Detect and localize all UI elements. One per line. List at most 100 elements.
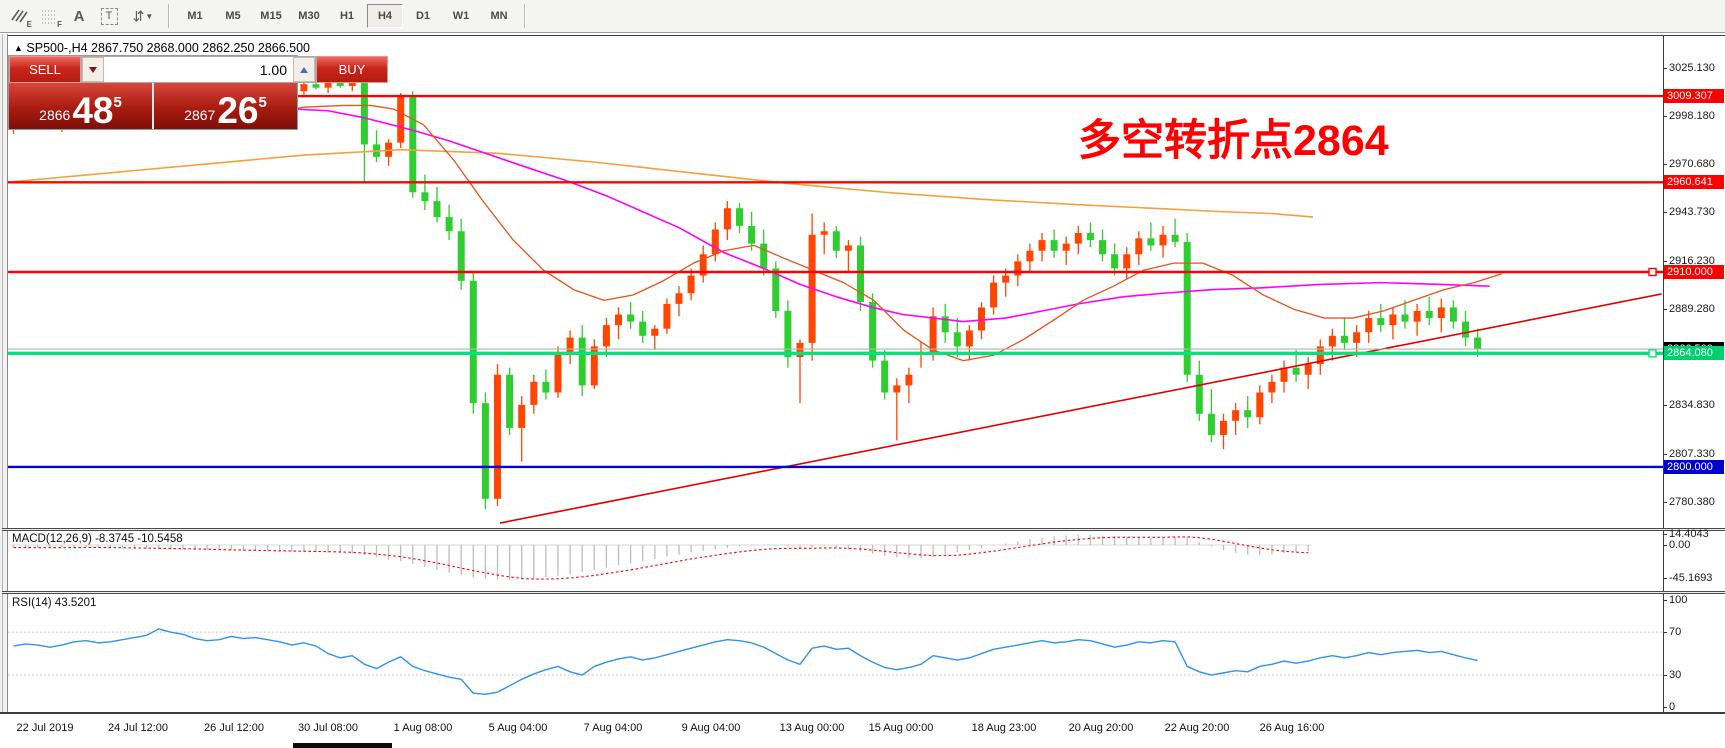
volume-stepper [81,56,316,83]
time-axis-label: 18 Aug 23:00 [971,722,1037,734]
time-axis-label: 22 Aug 20:00 [1164,722,1230,734]
timeframe-m1-button[interactable]: M1 [187,10,203,22]
text-label-icon[interactable]: A [64,3,94,29]
tool-sub-label: E [26,20,32,29]
sell-price-prefix: 2866 [39,107,71,123]
price-axis-tick: 2889.280 [1669,302,1715,315]
price-level-label: 2910.000 [1664,264,1724,279]
buy-quote[interactable]: 2867 26 5 [154,83,297,129]
toolbar-separator [168,4,170,28]
chevron-down-icon: ▼ [145,11,154,21]
price-axis-tick-mark [1663,501,1667,503]
time-axis-label: 30 Jul 08:00 [298,722,358,734]
sell-quote[interactable]: 2866 48 5 [9,83,154,129]
price-axis-tick-mark [1663,164,1667,166]
time-axis-label: 7 Aug 04:00 [583,722,643,734]
letter-a-icon: A [73,7,85,25]
price-axis-tick: 2970.680 [1669,158,1715,171]
price-axis-tick: 3025.130 [1669,62,1715,74]
macd-axis-tick: -45.1693 [1669,572,1713,585]
chart-window-icon[interactable]: E [4,3,34,29]
symbol-name: SP500-,H4 [26,41,88,55]
price-axis-tick-mark [1663,308,1667,310]
chart-annotation: 多空转折点2864 [1078,117,1389,165]
price-axis-tick: 2807.330 [1669,447,1715,460]
drawing-tools-dropdown[interactable]: ⇵ ▼ [124,3,162,29]
price-axis-tick-mark [1663,212,1667,214]
buy-button[interactable]: BUY [316,56,388,83]
letter-t-icon: T [100,7,118,25]
time-axis[interactable]: 22 Jul 2019 24 Jul 12:00 26 Jul 12:00 30 Ju… [0,714,1725,748]
price-axis-tick: 2834.830 [1669,399,1715,412]
sell-button[interactable]: SELL [9,56,81,83]
macd-axis-tick: 14.4043 [1669,528,1709,541]
sell-price-big: 48 [72,89,114,131]
price-axis-tick-mark [1663,68,1667,69]
price-axis-tick-mark [1663,405,1667,407]
price-axis-tick: 2916.230 [1669,254,1715,267]
time-axis-label: 13 Aug 00:00 [779,722,845,734]
triangle-down-icon [89,66,97,73]
text-box-icon[interactable]: T [94,3,124,29]
buy-price-sup: 5 [258,94,267,111]
grid-icon[interactable]: F [34,3,64,29]
symbol-ohlc: 2867.750 2868.000 2862.250 2866.500 [91,41,311,55]
timeframe-d1-button[interactable]: D1 [415,10,431,22]
pane-splitter[interactable] [2,528,1725,531]
tool-sub-label: F [57,20,62,29]
taskbar-fragment [293,743,392,748]
time-axis-label: 1 Aug 08:00 [393,722,453,734]
price-level-label: 2960.641 [1664,175,1724,190]
macd-label: MACD(12,26,9) -8.3745 -10.5458 [12,533,183,545]
price-level-label: 2800.000 [1664,459,1724,474]
volume-input[interactable] [104,57,293,82]
timeframe-h1-button[interactable]: H1 [339,10,355,22]
axis-border [1663,36,1664,712]
price-axis-tick: 2780.380 [1669,495,1715,508]
buy-price-big: 26 [217,89,259,131]
time-axis-label: 24 Jul 12:00 [108,722,168,734]
time-axis-label: 9 Aug 04:00 [681,722,741,734]
window-left-edge [0,34,8,748]
timeframe-mn-button[interactable]: MN [490,10,508,22]
sell-price-sup: 5 [113,94,122,111]
volume-increase-button[interactable] [293,57,315,82]
macd-axis-tick: 0.00 [1669,539,1691,551]
macd-pane[interactable] [8,531,1663,592]
timeframe-toolbar: M1 M5 M15 M30 H1 H4 D1 W1 MN [176,4,518,28]
timeframe-m30-button[interactable]: M30 [298,10,320,22]
volume-decrease-button[interactable] [82,57,104,82]
pane-splitter[interactable] [2,591,1725,594]
price-axis-tick-mark [1663,453,1667,455]
timeframe-h4-button[interactable]: H4 [367,4,403,28]
rsi-axis-tick: 0 [1669,701,1676,714]
rsi-axis-tick: 100 [1669,594,1688,606]
triangle-marker-icon: ▲ [14,43,23,53]
toolbar-separator [524,4,526,28]
macd-axis-tick-mark [1663,545,1667,546]
time-axis-label: 20 Aug 20:00 [1068,722,1134,734]
symbol-info: ▲ SP500-,H4 2867.750 2868.000 2862.250 2… [14,41,310,55]
price-axis-tick: 2943.730 [1669,206,1715,219]
hatch-icon [11,9,28,23]
macd-axis-tick-mark [1663,578,1667,580]
rsi-axis-tick-mark [1663,675,1667,677]
rsi-label: RSI(14) 43.5201 [12,597,97,609]
time-axis-label: 22 Jul 2019 [16,722,74,734]
timeframe-m15-button[interactable]: M15 [260,10,282,22]
timeframe-w1-button[interactable]: W1 [452,10,470,22]
time-axis-label: 26 Jul 12:00 [204,722,264,734]
price-axis-tick-mark [1663,115,1667,117]
price-level-label: 2864.080 [1664,346,1724,361]
chart-bottom-border [0,712,1725,714]
rsi-pane[interactable] [8,594,1663,712]
arrows-icon: ⇵ [132,7,145,24]
timeframe-m5-button[interactable]: M5 [225,10,241,22]
rsi-axis-tick-mark [1663,707,1667,709]
time-axis-label: 26 Aug 16:00 [1259,722,1325,734]
rsi-axis-tick-mark [1663,632,1667,634]
price-axis-tick-mark [1663,260,1667,262]
rsi-axis-tick-mark [1663,600,1667,601]
triangle-up-icon [300,66,308,73]
